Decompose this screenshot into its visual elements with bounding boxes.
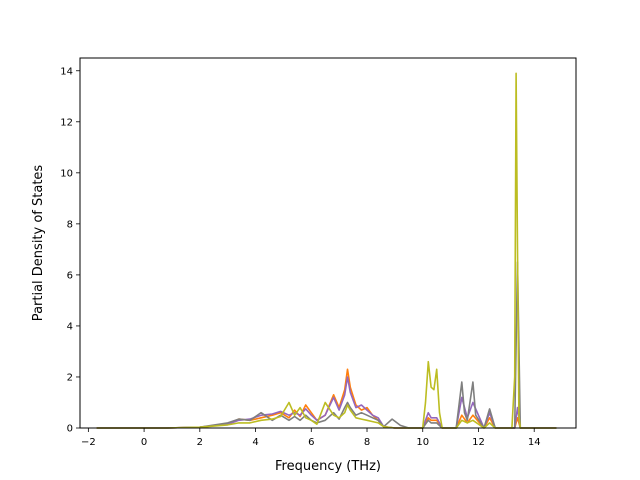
y-tick-label: 2 (67, 372, 73, 383)
x-tick-label: 10 (416, 437, 429, 448)
y-tick-label: 8 (67, 219, 73, 230)
series-line-3 (96, 261, 557, 429)
y-axis: 0 2 4 6 8 10 12 14 (60, 66, 80, 435)
series-line-2 (96, 376, 557, 429)
x-tick-label: 2 (197, 437, 203, 448)
x-tick-label: −2 (81, 437, 96, 448)
series-line-1 (96, 368, 557, 429)
y-tick-label: 4 (67, 321, 73, 332)
y-tick-label: 14 (60, 66, 73, 77)
series-layer (96, 72, 557, 429)
x-tick-label: 4 (252, 437, 258, 448)
y-tick-label: 6 (67, 270, 73, 281)
x-tick-label: 14 (528, 437, 541, 448)
y-tick-label: 10 (60, 168, 73, 179)
y-tick-label: 0 (67, 424, 73, 435)
x-axis-label: Frequency (THz) (275, 459, 381, 474)
x-axis: −2 0 2 4 6 8 10 12 14 (81, 428, 541, 448)
plot-frame (79, 57, 577, 429)
y-tick-label: 12 (60, 117, 73, 128)
y-axis-label: Partial Density of States (31, 165, 46, 322)
x-tick-label: 12 (472, 437, 485, 448)
x-tick-label: 0 (141, 437, 147, 448)
series-line-4 (96, 72, 557, 429)
x-tick-label: 6 (308, 437, 314, 448)
x-tick-label: 8 (364, 437, 370, 448)
